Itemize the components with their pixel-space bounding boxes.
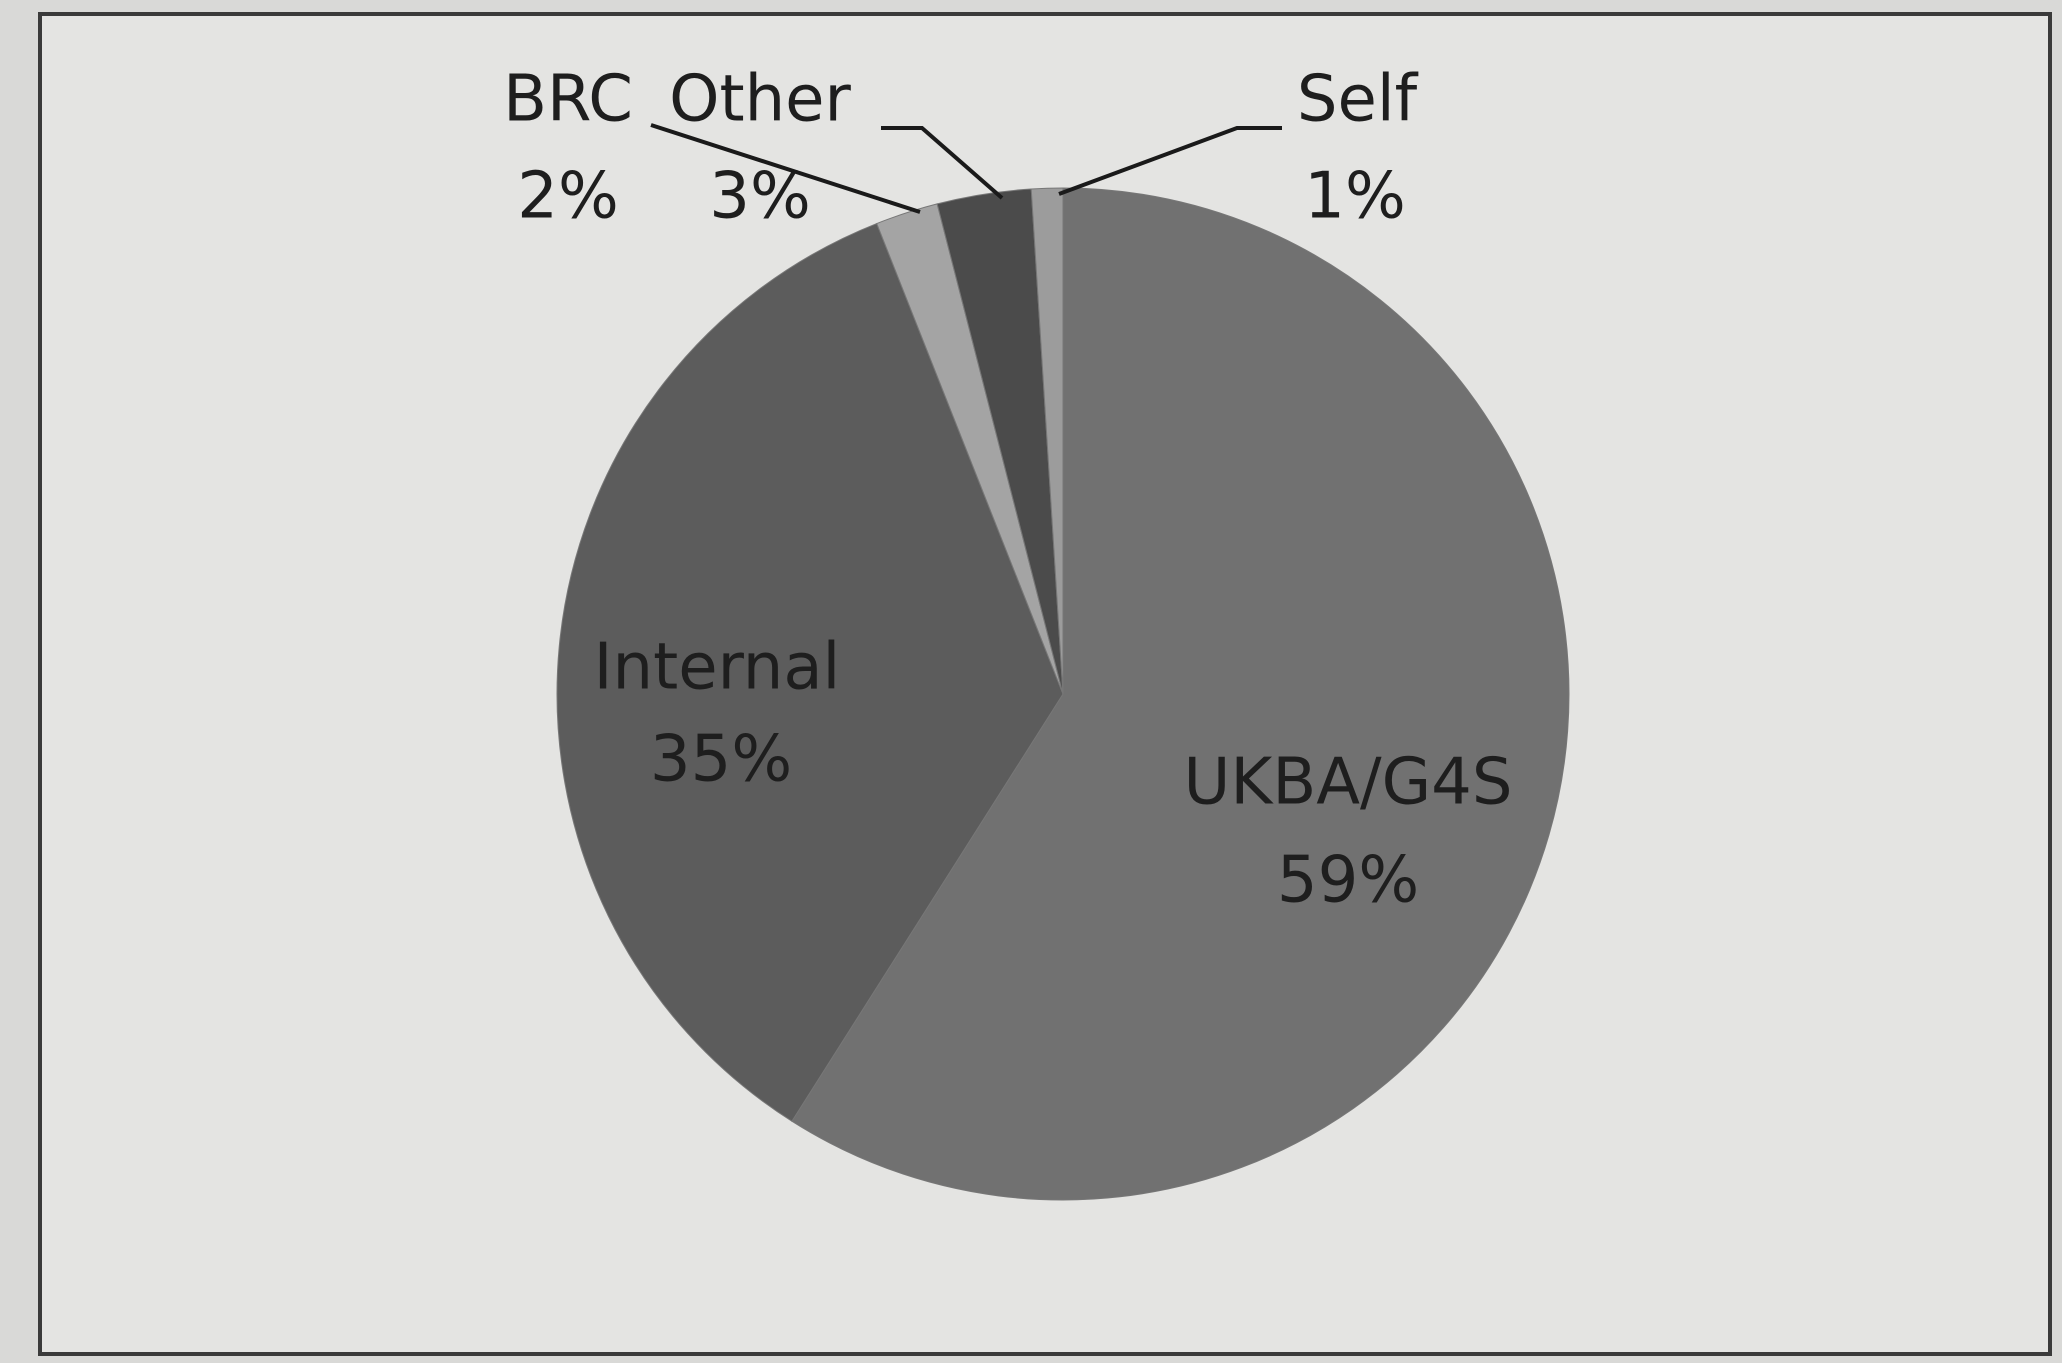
slice-label: Self [1297,63,1419,137]
slice-label: Internal [594,631,841,705]
leader-line [650,123,921,214]
slice-value: 59% [1277,844,1419,918]
leader-line [881,126,1004,200]
slice-value: 1% [1304,160,1406,234]
pie [556,187,1570,1201]
slice-label: Other [669,63,851,137]
slice-label: UKBA/G4S [1184,746,1513,820]
slice [1030,187,1064,695]
slice [791,187,1570,1201]
slice [556,222,1064,1122]
slice-label: BRC [503,63,633,137]
slice-value: 2% [517,160,619,234]
slice-value: 35% [650,723,792,797]
leader-line [1058,126,1282,196]
